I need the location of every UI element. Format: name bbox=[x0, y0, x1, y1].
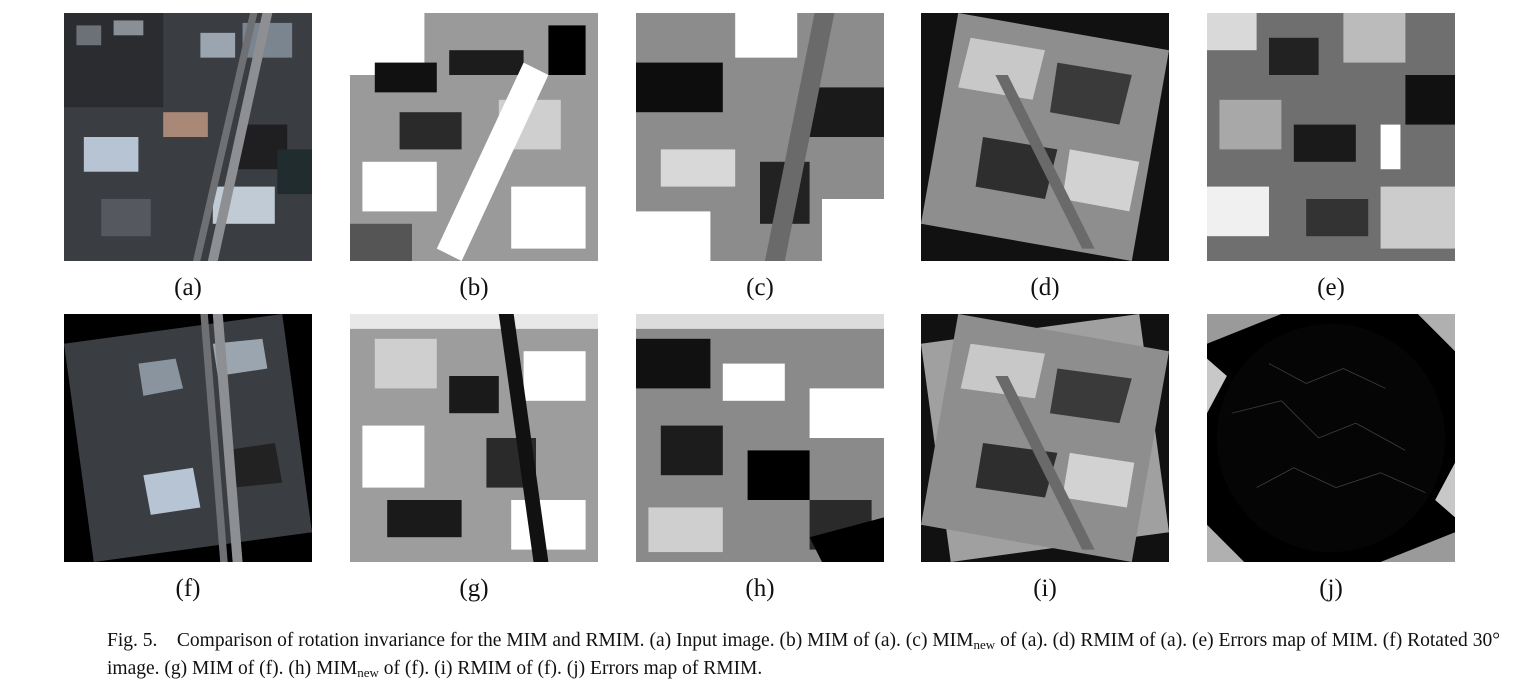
panel-i-rmim bbox=[921, 314, 1169, 562]
panel-d-rmim bbox=[921, 13, 1169, 261]
label-g: (g) bbox=[459, 575, 489, 602]
label-d: (d) bbox=[1030, 274, 1060, 301]
caption-part-2: of (a). (d) RMIM of (a). (e) Errors map … bbox=[107, 630, 1500, 679]
label-b: (b) bbox=[459, 274, 489, 301]
label-j: (j) bbox=[1319, 575, 1343, 602]
label-a: (a) bbox=[174, 274, 202, 301]
caption-part-3: of (f). (i) RMIM of (f). (j) Errors map … bbox=[378, 658, 763, 679]
panel-j-errors-map-rmim bbox=[1207, 314, 1455, 562]
panel-c-mim-new bbox=[636, 13, 884, 261]
caption-subscript-2: new bbox=[357, 665, 379, 680]
panel-f-rotated-image bbox=[64, 314, 312, 562]
panel-a-input-image bbox=[64, 13, 312, 261]
caption-subscript-1: new bbox=[973, 637, 996, 652]
panel-g-mim bbox=[350, 314, 598, 562]
panel-b-mim bbox=[350, 13, 598, 261]
caption-part-1: Fig. 5. Comparison of rotation invarianc… bbox=[107, 630, 974, 651]
label-h: (h) bbox=[745, 575, 775, 602]
label-e: (e) bbox=[1317, 274, 1345, 301]
label-i: (i) bbox=[1033, 575, 1057, 602]
label-c: (c) bbox=[746, 274, 774, 301]
label-f: (f) bbox=[175, 575, 201, 602]
figure-caption: Fig. 5. Comparison of rotation invarianc… bbox=[107, 627, 1500, 683]
panel-h-mim-new bbox=[636, 314, 884, 562]
panel-e-errors-map-mim bbox=[1207, 13, 1455, 261]
